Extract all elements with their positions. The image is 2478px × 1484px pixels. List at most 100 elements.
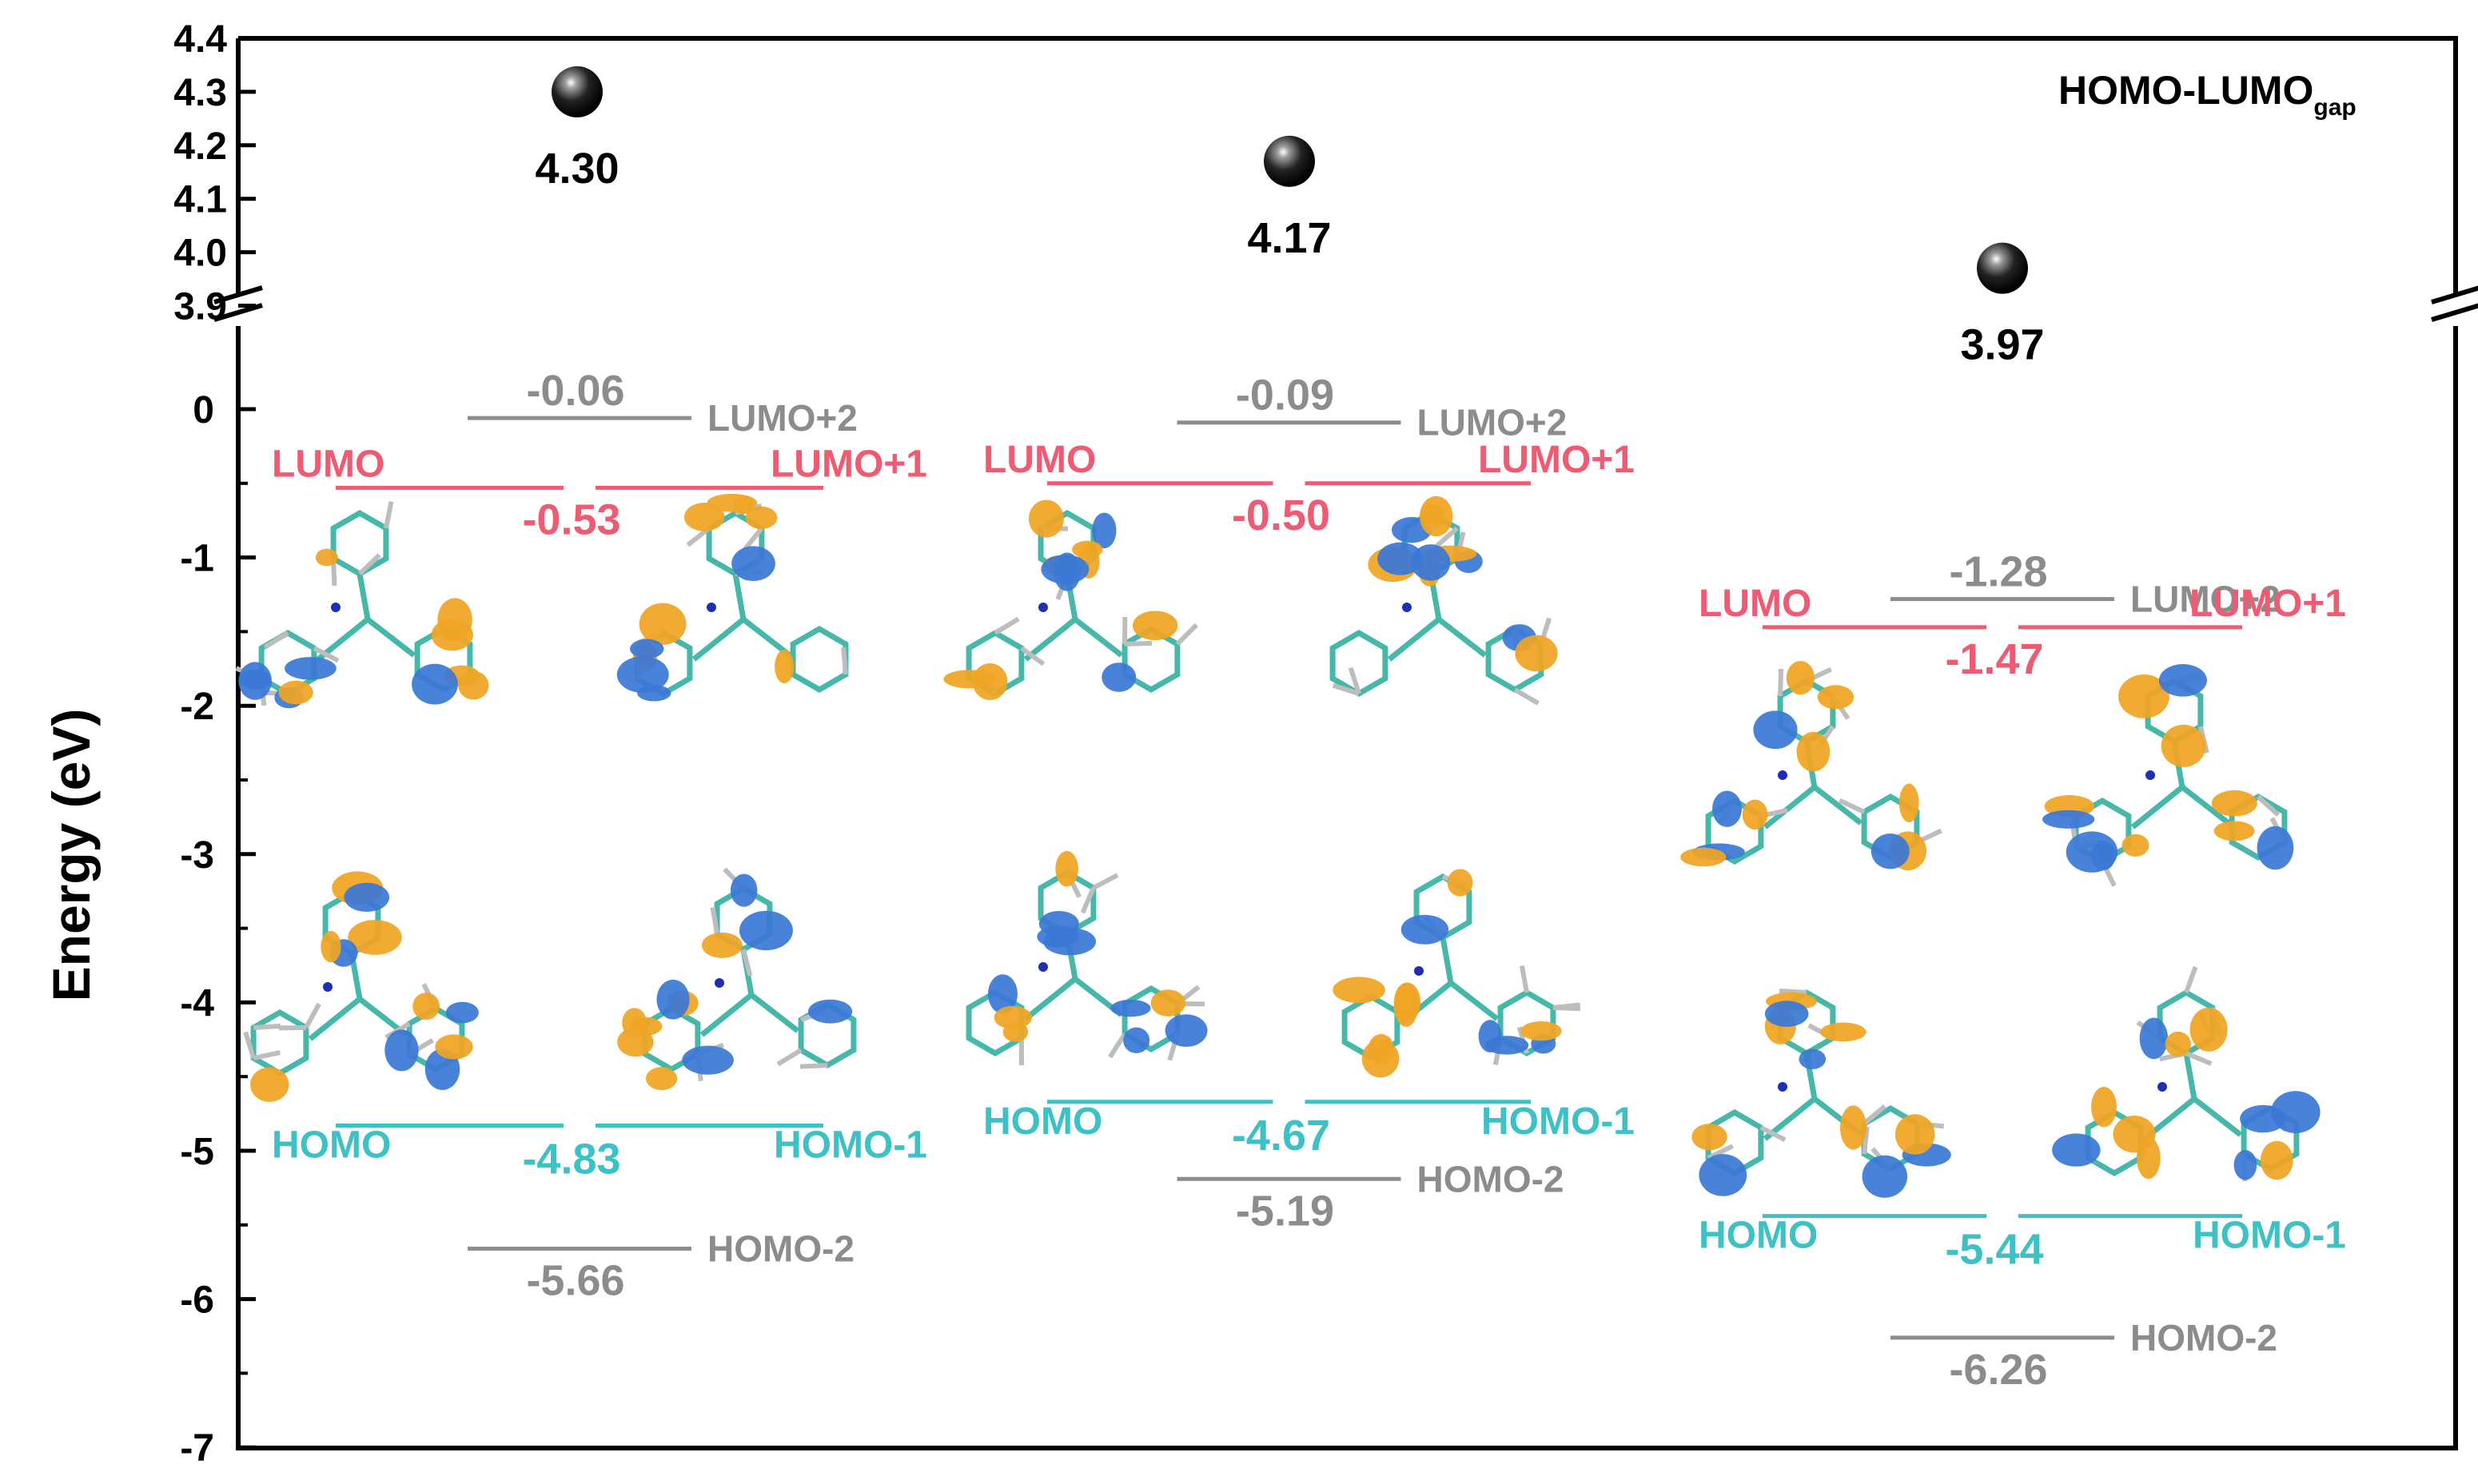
- y-tick-label-upper: 4.3: [173, 72, 227, 114]
- orbital-lobe: [808, 999, 853, 1024]
- level-value-label: -0.53: [522, 495, 620, 543]
- level-name-label: LUMO+1: [1478, 439, 1635, 481]
- level-name-label: HOMO-1: [774, 1124, 927, 1166]
- orbital-lobe: [1870, 834, 1910, 869]
- orbital-lobe: [1053, 552, 1081, 591]
- level-name-label: LUMO: [1699, 583, 1811, 625]
- gap-point: [552, 66, 603, 117]
- orbital-lobe: [384, 1029, 419, 1072]
- y-tick-label: 0: [193, 389, 214, 432]
- level-value-label: -6.26: [1949, 1346, 2047, 1394]
- orbital-lobe: [1447, 869, 1473, 897]
- orbital-lobe: [2136, 1136, 2161, 1180]
- orbital-isosurface: [2052, 966, 2321, 1182]
- level-value-label: -0.09: [1236, 372, 1334, 420]
- level-name-label: LUMO+2: [2130, 579, 2281, 620]
- hydrogen-bond-stick: [1020, 646, 1046, 666]
- hydrogen-bond-stick: [2184, 966, 2198, 994]
- bond: [691, 573, 747, 662]
- hydrogen-bond-stick: [357, 553, 381, 576]
- hydrogen-bond-stick: [2256, 794, 2281, 818]
- level-name-label: HOMO: [272, 1124, 391, 1166]
- level-name-label: LUMO+2: [707, 397, 858, 439]
- orbital-lobe: [278, 680, 313, 705]
- orbital-lobe: [2257, 826, 2294, 870]
- orbital-lobe: [739, 910, 793, 951]
- nitrogen-atom: [1402, 603, 1412, 612]
- hydrogen-bond-stick: [994, 616, 1020, 635]
- orbital-lobe: [321, 930, 341, 963]
- axis-break-mark: [2431, 303, 2478, 322]
- level-name-label: LUMO: [983, 439, 1096, 481]
- orbital-lobe: [2139, 1017, 2169, 1060]
- orbital-lobe: [2052, 1133, 2101, 1167]
- nitrogen-atom: [2157, 1082, 2167, 1092]
- y-tick-label: -7: [180, 1427, 214, 1470]
- plot-border: [236, 36, 2458, 1450]
- orbital-lobe: [412, 663, 458, 705]
- y-tick-label-upper: 3.9: [173, 286, 227, 328]
- hydrogen-bond-stick: [799, 1063, 828, 1069]
- hydrogen-bond-stick: [253, 1023, 281, 1030]
- hydrogen-bond-stick: [1080, 886, 1096, 914]
- hydrogen-bond-stick: [1839, 798, 1866, 814]
- level-value-label: -5.66: [526, 1256, 624, 1304]
- bond: [2180, 785, 2231, 826]
- bond: [308, 953, 363, 1041]
- level-name-label: HOMO-1: [2193, 1215, 2346, 1257]
- gap-value-label: 3.97: [1960, 321, 2044, 369]
- hydrogen-bond-stick: [1519, 965, 1529, 993]
- hydrogen-bond-stick: [841, 647, 848, 675]
- orbital-isosurface: [235, 501, 489, 709]
- orbital-lobe: [2233, 1150, 2257, 1180]
- bond-ring: [1329, 629, 1388, 698]
- orbital-lobe: [1894, 1114, 1935, 1155]
- bond: [1073, 617, 1124, 658]
- level-name-label: HOMO-1: [1481, 1100, 1635, 1143]
- orbital-lobe: [2189, 1007, 2228, 1052]
- orbital-lobe: [2213, 821, 2255, 841]
- level-value-label: -1.47: [1945, 635, 2043, 683]
- hydrogen-bond-stick: [1552, 1002, 1581, 1010]
- orbital-lobe: [2042, 810, 2095, 829]
- legend-label-subscript: gap: [2313, 94, 2356, 121]
- hydrogen-bond-stick: [1348, 666, 1361, 694]
- gap-points: 4.30 4.17 3.97: [535, 66, 2045, 369]
- y-tick-label-upper: 4.1: [173, 179, 227, 221]
- orbital-lobe: [1055, 850, 1078, 887]
- bond-ring: [330, 509, 389, 578]
- orbital-lobe: [1368, 1033, 1394, 1065]
- level-value-label: -1.28: [1949, 548, 2047, 596]
- hydrogen-bond-stick: [1175, 623, 1198, 647]
- y-tick-label: -4: [180, 982, 214, 1024]
- gap-point: [1977, 242, 2028, 294]
- orbital-isosurface: [966, 850, 1208, 1066]
- level-value-label: -0.06: [526, 367, 624, 415]
- orbital-lobe: [1400, 914, 1449, 945]
- energy-levels: LUMO+2 -0.06 LUMO LUMO+1 -0.53 HOMO HOMO-1 -4.8…: [272, 367, 2346, 1394]
- legend-label-main: HOMO-LUMO: [2058, 68, 2313, 113]
- orbital-lobe: [431, 619, 473, 651]
- y-axis-label: Energy (eV): [42, 709, 101, 1002]
- y-tick-label: -1: [180, 538, 214, 580]
- hydrogen-bond-stick: [1778, 668, 1784, 697]
- orbital-lobe: [2211, 790, 2257, 817]
- y-tick-label: -3: [180, 834, 214, 877]
- orbital-lobe: [987, 974, 1018, 1014]
- orbital-lobe: [1742, 799, 1768, 830]
- nitrogen-atom: [707, 603, 716, 612]
- hydrogen-bond-stick: [253, 1050, 281, 1060]
- hydrogen-bond-stick: [1108, 1032, 1127, 1059]
- orbital-lobe: [701, 932, 743, 958]
- orbital-lobe: [344, 882, 390, 913]
- level-name-label: HOMO: [983, 1100, 1102, 1143]
- orbital-lobe: [1037, 925, 1080, 948]
- bond: [365, 617, 416, 658]
- bond: [316, 573, 371, 662]
- orbital-lobe: [629, 639, 664, 659]
- orbital-lobe: [684, 502, 725, 531]
- orbital-lobe: [775, 649, 795, 684]
- orbital-lobe: [315, 548, 338, 567]
- orbital-lobe: [1377, 542, 1424, 575]
- orbital-lobe: [1110, 999, 1151, 1017]
